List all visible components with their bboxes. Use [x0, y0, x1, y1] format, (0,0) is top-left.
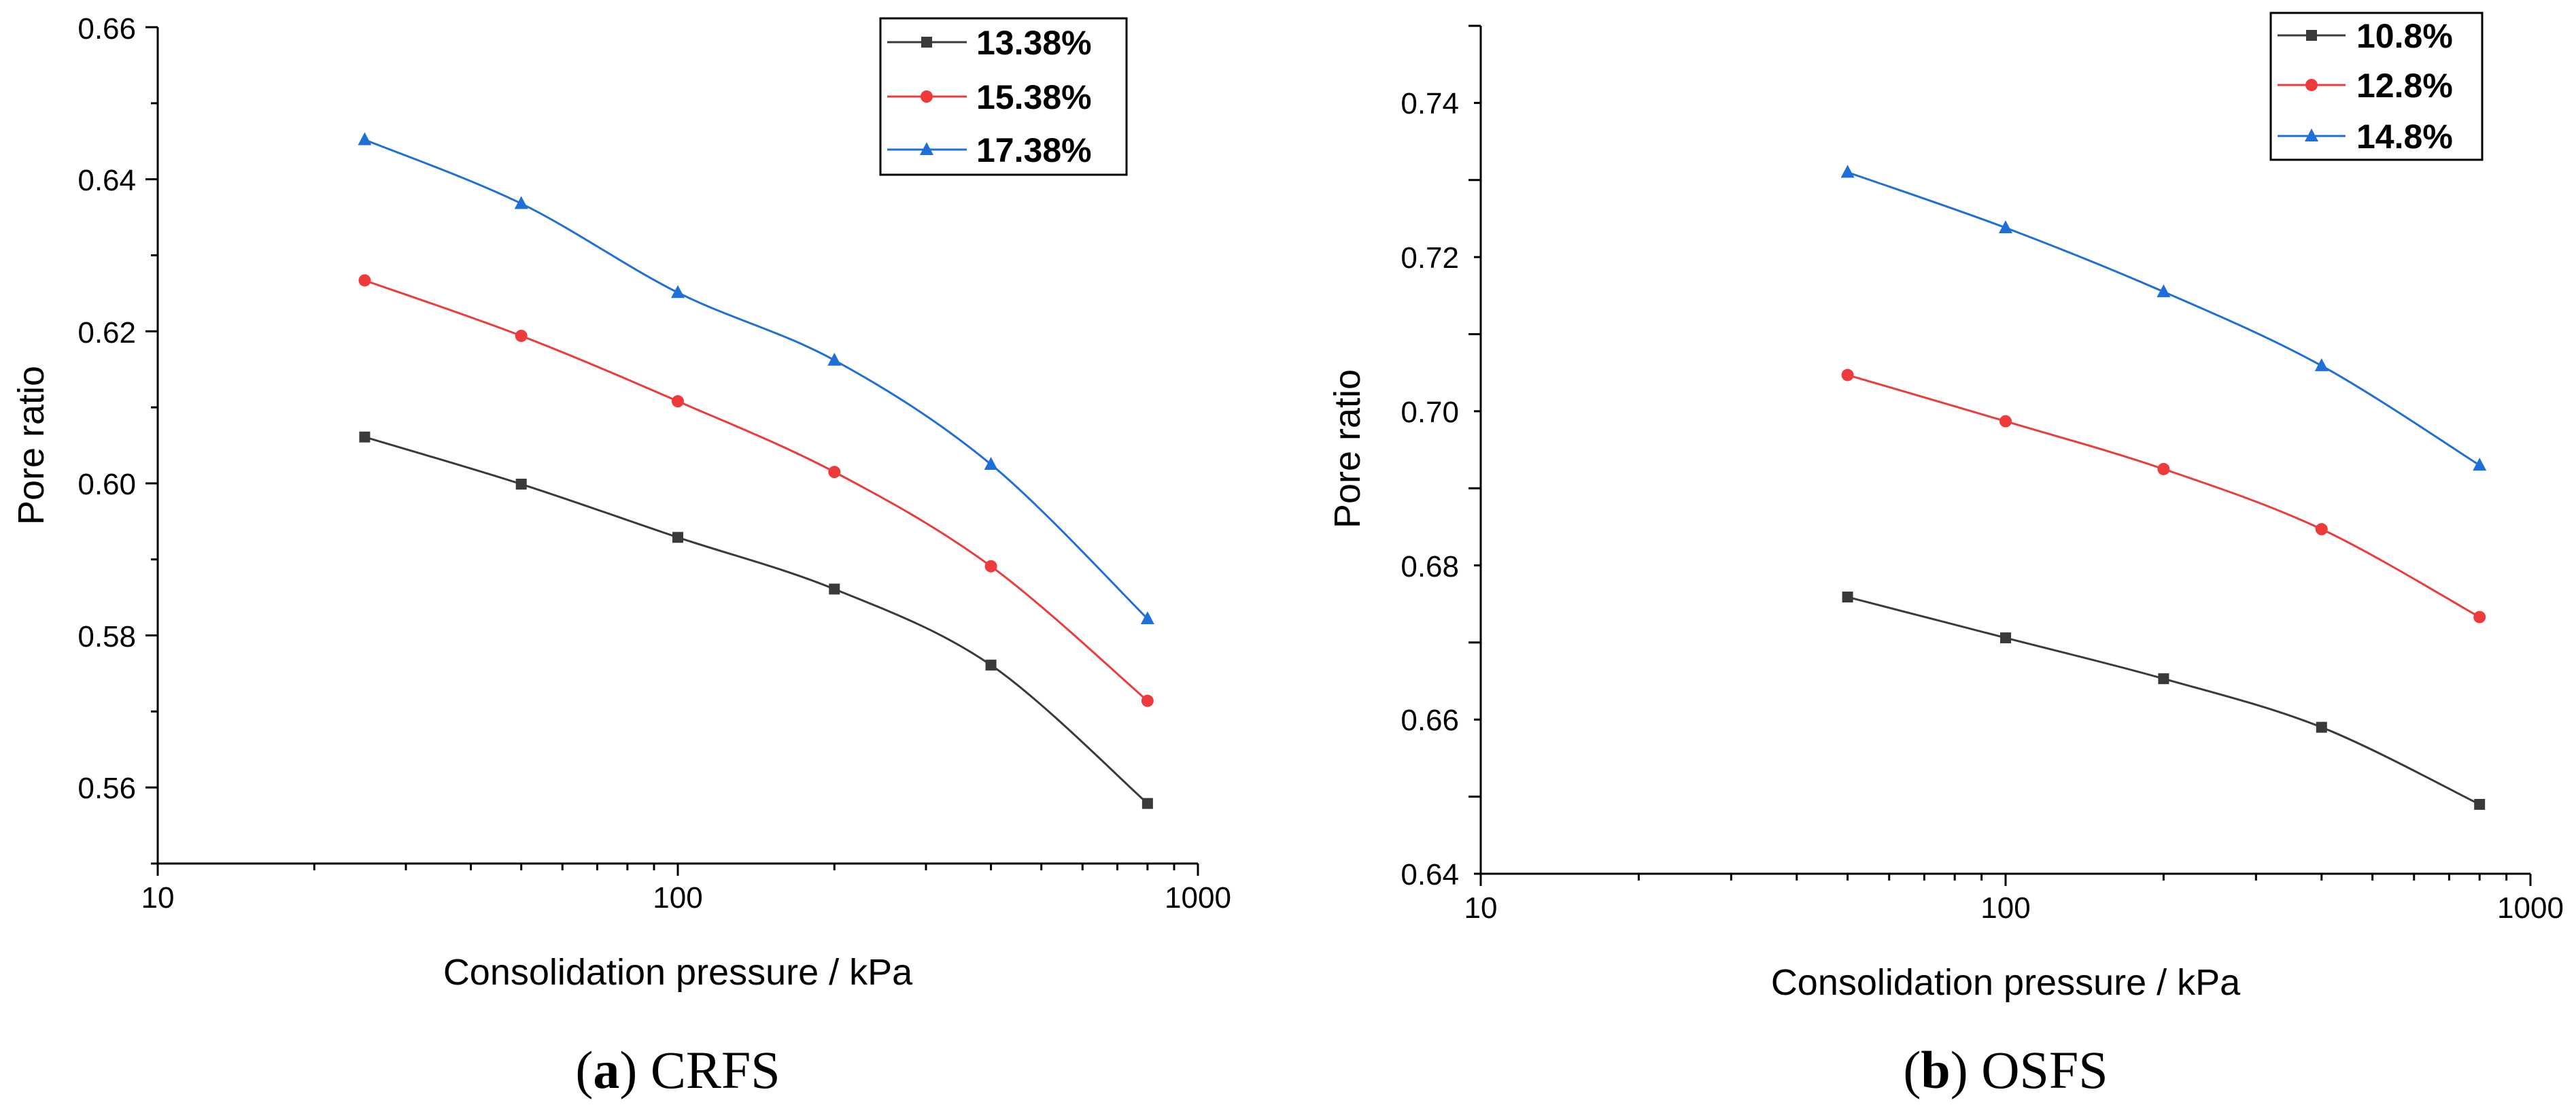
- y-tick-label: 0.68: [1401, 550, 1459, 583]
- series-line: [364, 436, 1148, 804]
- legend-entry-a-3: 17.38%: [887, 131, 1092, 169]
- data-point-circle: [672, 395, 684, 408]
- legend-square-marker: [921, 37, 932, 48]
- data-point-circle: [515, 329, 528, 342]
- x-tick-label: 1000: [2497, 891, 2564, 925]
- legend-label: 12.8%: [2356, 67, 2453, 105]
- legend-label: 17.38%: [976, 131, 1092, 169]
- x-tick-label: 1000: [1165, 881, 1231, 915]
- data-point-circle: [1999, 415, 2012, 428]
- series-line: [1847, 374, 2480, 618]
- y-tick-label: 0.58: [78, 620, 136, 653]
- data-point-triangle: [827, 352, 842, 366]
- data-point-square: [359, 431, 371, 443]
- data-point-square: [2158, 673, 2169, 685]
- y-tick-label: 0.56: [78, 772, 136, 805]
- data-point-circle: [828, 466, 841, 479]
- data-point-triangle: [2314, 358, 2329, 371]
- data-point-triangle: [2157, 284, 2171, 298]
- data-point-triangle: [984, 456, 998, 470]
- y-axis-title-b: Pore ratio: [1327, 369, 1368, 528]
- data-point-circle: [2315, 523, 2328, 536]
- legend-triangle-marker: [920, 142, 933, 155]
- legend-entry-b-2: 12.8%: [2278, 67, 2453, 105]
- y-axis-title-a: Pore ratio: [11, 366, 52, 525]
- legend-b: 10.8% 12.8% 14.8%: [2269, 12, 2484, 161]
- y-tick-label: 0.64: [1401, 858, 1459, 891]
- data-point-triangle: [514, 196, 528, 209]
- data-point-square: [672, 532, 683, 543]
- y-tick-label: 0.66: [78, 12, 136, 46]
- legend-label: 14.8%: [2356, 118, 2453, 156]
- y-tick-label: 0.64: [78, 164, 136, 197]
- data-point-triangle: [1999, 220, 2012, 234]
- data-point-triangle: [671, 285, 685, 298]
- legend-entry-a-1: 13.38%: [887, 24, 1092, 62]
- x-tick-labels-a: 10 100 1000: [141, 881, 1231, 915]
- legend-circle-marker: [2305, 79, 2318, 91]
- legend-entry-a-2: 15.38%: [887, 78, 1092, 116]
- y-tick-labels-a: 0.56 0.58 0.60 0.62 0.64 0.66: [78, 12, 136, 805]
- data-point-square: [1842, 592, 1853, 603]
- x-tick-label: 100: [653, 881, 702, 915]
- y-tick-label: 0.60: [78, 468, 136, 501]
- data-point-triangle: [2473, 458, 2487, 471]
- tick-marks-a: [145, 26, 1199, 876]
- series-group-b: [1840, 165, 2487, 810]
- data-point-square: [515, 479, 527, 490]
- series-line: [1847, 596, 2480, 806]
- data-point-circle: [2473, 611, 2486, 624]
- chart-panel-a: 0.56 0.58 0.60 0.62 0.64 0.66 10 100 100…: [11, 12, 1231, 1099]
- x-tick-label: 10: [1464, 891, 1498, 925]
- data-point-square: [2316, 721, 2327, 733]
- data-point-triangle: [1140, 611, 1154, 624]
- data-point-circle: [2157, 462, 2170, 475]
- y-tick-label: 0.62: [78, 316, 136, 349]
- data-point-triangle: [358, 132, 372, 146]
- data-point-square: [985, 660, 997, 671]
- y-tick-labels-b: 0.64 0.66 0.68 0.70 0.72 0.74: [1401, 87, 1459, 891]
- series-group-a: [358, 132, 1154, 809]
- legend-label: 10.8%: [2356, 17, 2453, 55]
- data-point-square: [829, 583, 840, 595]
- panel-caption-b: (b) OSFS: [1903, 1040, 2108, 1099]
- panel-label-b: b: [1921, 1040, 1950, 1099]
- data-point-circle: [358, 274, 371, 287]
- chart-panel-b: 0.64 0.66 0.68 0.70 0.72 0.74 10 100 100…: [1327, 12, 2564, 1099]
- data-point-square: [1141, 798, 1153, 809]
- data-point-circle: [1841, 369, 1854, 381]
- x-tick-labels-b: 10 100 1000: [1464, 891, 2564, 925]
- panel-caption-text-a: CRFS: [651, 1040, 780, 1099]
- data-point-circle: [984, 560, 997, 573]
- panel-caption-a: (a) CRFS: [575, 1040, 780, 1099]
- data-point-circle: [1141, 694, 1154, 707]
- panel-caption-text-b: OSFS: [1981, 1040, 2108, 1099]
- series-line: [364, 279, 1148, 702]
- data-point-square: [2474, 798, 2486, 810]
- panel-label-a: a: [593, 1040, 619, 1099]
- data-point-triangle: [1840, 165, 1855, 178]
- legend-label: 15.38%: [976, 78, 1092, 116]
- legend-entry-b-1: 10.8%: [2278, 17, 2453, 55]
- tick-marks-b: [1469, 24, 2532, 886]
- legend-circle-marker: [921, 90, 933, 103]
- series-line: [1847, 171, 2480, 466]
- y-tick-label: 0.72: [1401, 241, 1459, 275]
- x-tick-label: 10: [141, 881, 175, 915]
- legend-square-marker: [2306, 30, 2317, 41]
- x-axis-title-b: Consolidation pressure / kPa: [1771, 962, 2241, 1003]
- series-line: [364, 139, 1148, 620]
- legend-entry-b-3: 14.8%: [2278, 118, 2453, 156]
- x-axis-title-a: Consolidation pressure / kPa: [443, 952, 913, 993]
- legend-label: 13.38%: [976, 24, 1092, 62]
- legend-triangle-marker: [2305, 129, 2318, 141]
- data-point-square: [2000, 632, 2011, 644]
- x-tick-label: 100: [1980, 891, 2030, 925]
- y-tick-label: 0.74: [1401, 87, 1459, 120]
- legend-a: 13.38% 15.38% 17.38%: [879, 17, 1128, 176]
- y-tick-label: 0.66: [1401, 704, 1459, 737]
- y-tick-label: 0.70: [1401, 396, 1459, 429]
